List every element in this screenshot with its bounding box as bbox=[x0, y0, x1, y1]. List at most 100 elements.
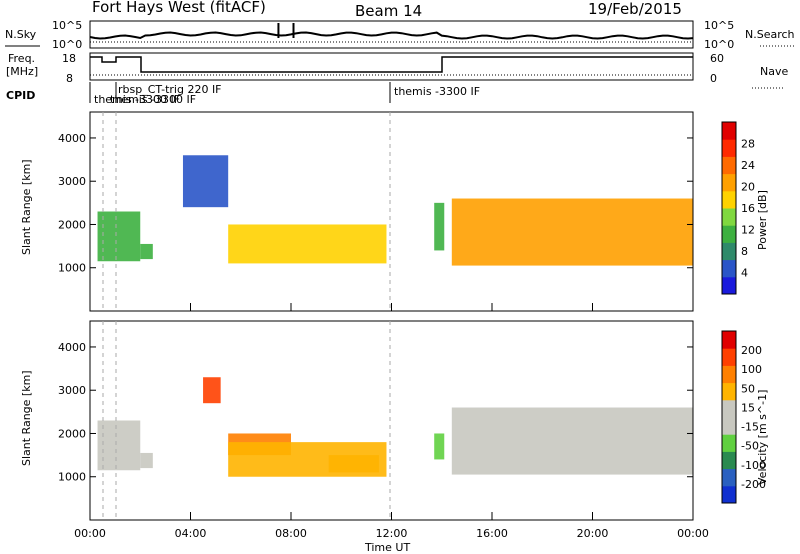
velocity-cbar-tick-2: -50 bbox=[741, 440, 759, 453]
power-bands-band-4 bbox=[434, 202, 445, 251]
power-cbar-swatch-4 bbox=[722, 208, 736, 226]
x-tick-label-1: 04:00 bbox=[175, 527, 207, 540]
power-cbar-swatch-9 bbox=[722, 122, 736, 140]
velocity-cbar-swatch-6 bbox=[722, 382, 736, 401]
nsky-line bbox=[89, 31, 694, 40]
x-tick-label-5: 20:00 bbox=[577, 527, 609, 540]
power-cbar-swatch-6 bbox=[722, 173, 736, 192]
power-bands-band-0 bbox=[97, 211, 141, 262]
power-bands-band-5 bbox=[451, 198, 693, 266]
velocity-heatmap bbox=[97, 377, 693, 477]
nave-tick-top: 60 bbox=[710, 52, 724, 65]
power-heatmap bbox=[97, 155, 693, 266]
nsky-panel-frame bbox=[89, 20, 694, 49]
power-cbar-tick-1: 8 bbox=[741, 245, 748, 258]
velocity-y-ticks: 1000 2000 3000 4000 bbox=[58, 341, 693, 484]
power-y-ticks: 1000 2000 3000 4000 bbox=[58, 132, 693, 275]
power-cbar-swatch-3 bbox=[722, 225, 736, 243]
power-cbar-swatch-0 bbox=[722, 276, 736, 295]
nsky-trace bbox=[89, 23, 694, 43]
x-tick-label-4: 16:00 bbox=[476, 527, 508, 540]
nave-tick-bottom: 0 bbox=[710, 72, 717, 85]
cpid-label: CPID bbox=[6, 89, 35, 102]
velocity-bands-band-6 bbox=[434, 433, 445, 460]
freq-tick-bottom: 8 bbox=[66, 72, 73, 85]
velocity-cbar-swatch-7 bbox=[722, 365, 736, 384]
velocity-cbar-swatch-5 bbox=[722, 399, 736, 418]
power-cbar-swatch-8 bbox=[722, 139, 736, 157]
velocity-cbar-frame bbox=[721, 330, 737, 504]
power-bands-band-1 bbox=[140, 243, 153, 260]
velocity-ylabel: Slant Range [km] bbox=[20, 370, 33, 466]
time-xlabel: Time UT bbox=[364, 541, 410, 554]
beam-label: Beam 14 bbox=[355, 2, 422, 20]
nsky-tick-top: 10^5 bbox=[52, 19, 82, 32]
power-ylabel: Slant Range [km] bbox=[20, 159, 33, 255]
power-bands-band-3 bbox=[228, 224, 387, 264]
power-bands-band-2 bbox=[182, 155, 229, 208]
power-cbar-tick-2: 12 bbox=[741, 224, 755, 237]
velocity-cbar-swatch-0 bbox=[722, 485, 736, 504]
velocity-yticks-label-0: 1000 bbox=[58, 471, 86, 484]
velocity-bands-band-1 bbox=[140, 452, 153, 469]
power-cbar-tick-0: 4 bbox=[741, 267, 748, 280]
time-x-ticks: 00:00 04:00 08:00 12:00 16:00 20:00 00:00 bbox=[74, 303, 709, 540]
velocity-cbar-tick-0: -200 bbox=[741, 478, 766, 491]
velocity-bands-band-5 bbox=[328, 455, 379, 473]
velocity-cbar-tick-4: 15 bbox=[741, 401, 755, 414]
velocity-cbar-swatch-2 bbox=[722, 451, 736, 470]
power-yticks-label-2: 3000 bbox=[58, 175, 86, 188]
velocity-bands-band-7 bbox=[451, 407, 693, 475]
power-cbar-swatch-7 bbox=[722, 156, 736, 175]
nave-label: Nave bbox=[760, 65, 788, 78]
cpid-entry-themis-c: themis -3300 IF bbox=[394, 85, 480, 98]
nsearch-tick-bottom: 10^0 bbox=[704, 38, 734, 51]
velocity-yticks-label-2: 3000 bbox=[58, 384, 86, 397]
nsearch-tick-top: 10^5 bbox=[704, 19, 734, 32]
velocity-cbar-swatch-4 bbox=[722, 417, 736, 435]
power-colorbar-label: Power [dB] bbox=[756, 190, 769, 250]
velocity-yticks-label-1: 2000 bbox=[58, 427, 86, 440]
x-tick-label-2: 08:00 bbox=[275, 527, 307, 540]
freq-label-line2: [MHz] bbox=[6, 65, 38, 78]
nsearch-label: N.Search bbox=[745, 28, 795, 41]
power-yticks-label-0: 1000 bbox=[58, 262, 86, 275]
freq-trace bbox=[90, 56, 693, 73]
velocity-cbar-tick-3: -15 bbox=[741, 421, 759, 434]
velocity-colorbar-label: Velocity [m s^-1] bbox=[756, 390, 769, 485]
velocity-cbar-tick-7: 200 bbox=[741, 344, 762, 357]
station-title: Fort Hays West (fitACF) bbox=[92, 0, 266, 16]
cpid-entry-themis-b: themis -3300 IF bbox=[110, 93, 196, 106]
x-tick-label-0: 00:00 bbox=[74, 527, 106, 540]
nsky-label: N.Sky bbox=[5, 28, 37, 41]
freq-panel-frame bbox=[89, 52, 694, 81]
velocity-cbar-tick-5: 50 bbox=[741, 382, 755, 395]
velocity-cbar-swatch-8 bbox=[722, 348, 736, 366]
x-tick-label-3: 12:00 bbox=[376, 527, 408, 540]
power-yticks-label-3: 4000 bbox=[58, 132, 86, 145]
freq-tick-top: 18 bbox=[62, 52, 76, 65]
velocity-cbar-swatch-1 bbox=[722, 468, 736, 487]
velocity-bands-band-2 bbox=[203, 377, 221, 404]
x-tick-label-6: 00:00 bbox=[677, 527, 709, 540]
freq-label-line1: Freq. bbox=[8, 52, 35, 65]
velocity-bands-band-0 bbox=[97, 420, 141, 471]
velocity-colorbar: -200 -100 -50 -15 15 50 100 200 bbox=[721, 330, 766, 504]
velocity-cbar-swatch-3 bbox=[722, 434, 736, 452]
power-cbar-swatch-5 bbox=[722, 190, 736, 209]
date-label: 19/Feb/2015 bbox=[588, 0, 682, 18]
power-cbar-tick-5: 24 bbox=[741, 159, 755, 172]
nsky-tick-bottom: 10^0 bbox=[52, 38, 82, 51]
power-colorbar: 4 8 12 16 20 24 28 bbox=[721, 121, 755, 295]
power-cbar-frame bbox=[721, 121, 737, 295]
velocity-cbar-tick-6: 100 bbox=[741, 363, 762, 376]
power-cbar-swatch-1 bbox=[722, 259, 736, 278]
velocity-cbar-swatch-9 bbox=[722, 331, 736, 349]
velocity-yticks-label-3: 4000 bbox=[58, 341, 86, 354]
velocity-cbar-tick-1: -100 bbox=[741, 459, 766, 472]
power-cbar-tick-3: 16 bbox=[741, 202, 755, 215]
power-cbar-tick-6: 28 bbox=[741, 138, 755, 151]
power-yticks-label-1: 2000 bbox=[58, 218, 86, 231]
cpid-entry-rbsp: rbsp_CT-trig 220 IF bbox=[118, 83, 222, 96]
